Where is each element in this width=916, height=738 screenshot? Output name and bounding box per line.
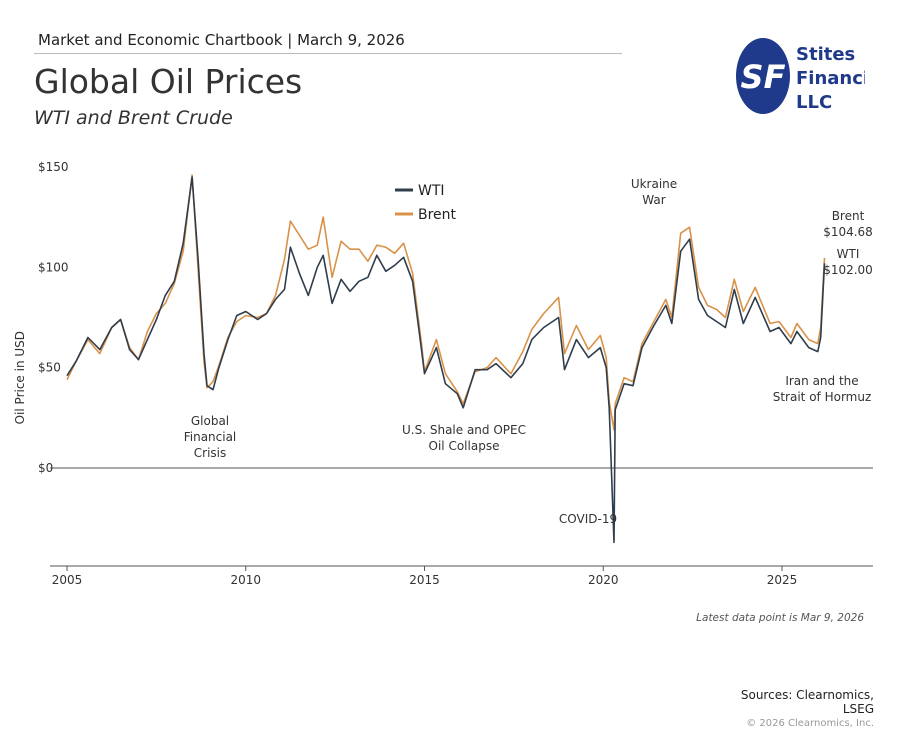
annotation-shale: Oil Collapse xyxy=(429,439,500,453)
x-tick-label: 2025 xyxy=(767,573,798,587)
page-title: Global Oil Prices xyxy=(34,62,303,101)
y-axis-label: Oil Price in USD xyxy=(13,331,27,424)
annotation-hormuz: Iran and the xyxy=(785,374,858,388)
copyright: © 2026 Clearnomics, Inc. xyxy=(746,718,874,729)
y-tick-label: $100 xyxy=(38,260,69,274)
annotation-brent_last: $104.68 xyxy=(823,225,873,239)
header-divider xyxy=(34,53,622,54)
svg-text:LLC: LLC xyxy=(796,92,832,113)
annotation-gfc: Crisis xyxy=(194,446,226,460)
legend: WTI Brent xyxy=(395,183,457,223)
annotation-brent_last: Brent xyxy=(832,209,865,223)
y-tick-label: $150 xyxy=(38,160,69,174)
x-tick-label: 2020 xyxy=(588,573,619,587)
sources: Sources: Clearnomics, LSEG xyxy=(680,688,874,716)
latest-data-note: Latest data point is Mar 9, 2026 xyxy=(696,612,864,624)
annotation-wti_last: WTI xyxy=(837,247,860,261)
annotation-gfc: Financial xyxy=(184,430,237,444)
svg-text:Stites: Stites xyxy=(796,44,855,65)
svg-text:Financial: Financial xyxy=(796,68,865,89)
annotation-wti_last: $102.00 xyxy=(823,263,873,277)
x-tick-label: 2015 xyxy=(409,573,440,587)
chartbook-header: Market and Economic Chartbook | March 9,… xyxy=(38,31,405,49)
legend-label-brent: Brent xyxy=(418,207,457,223)
y-tick-label: $50 xyxy=(38,361,61,375)
x-tick-label: 2005 xyxy=(52,573,83,587)
page-subtitle: WTI and Brent Crude xyxy=(34,107,233,129)
annotation-covid: COVID-19 xyxy=(559,512,617,526)
annotation-gfc: Global xyxy=(191,414,229,428)
sources-line: Sources: Clearnomics, xyxy=(740,688,874,702)
annotation-ukraine: Ukraine xyxy=(631,177,677,191)
svg-text:SF: SF xyxy=(741,58,786,96)
oil-price-chart: $0 $50 $100 $150 2005 2010 2015 2020 2025 Oil Pri… xyxy=(13,160,873,587)
series-line-wti xyxy=(66,176,826,544)
company-logo: SF Stites Financial LLC xyxy=(736,38,865,114)
legend-label-wti: WTI xyxy=(418,183,445,199)
annotation-shale: U.S. Shale and OPEC xyxy=(402,423,526,437)
sources-line: LSEG xyxy=(842,702,874,716)
y-tick-label: $0 xyxy=(38,461,53,475)
annotation-hormuz: Strait of Hormuz xyxy=(773,390,872,404)
annotation-ukraine: War xyxy=(642,193,665,207)
x-tick-label: 2010 xyxy=(230,573,261,587)
